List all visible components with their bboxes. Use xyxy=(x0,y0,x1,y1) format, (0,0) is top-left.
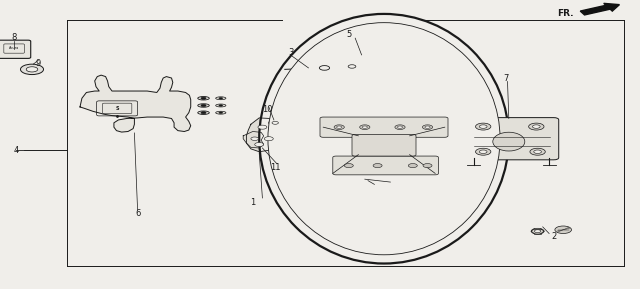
Text: 9: 9 xyxy=(36,59,41,68)
Circle shape xyxy=(201,104,206,107)
Circle shape xyxy=(258,125,267,129)
Circle shape xyxy=(344,164,353,168)
Polygon shape xyxy=(246,118,282,152)
Text: 3: 3 xyxy=(289,47,294,57)
Ellipse shape xyxy=(198,104,209,107)
Polygon shape xyxy=(80,75,191,132)
Circle shape xyxy=(219,97,223,99)
Circle shape xyxy=(360,125,370,129)
Circle shape xyxy=(255,142,264,147)
Circle shape xyxy=(529,123,544,130)
Circle shape xyxy=(479,150,487,153)
Ellipse shape xyxy=(216,97,226,100)
Circle shape xyxy=(251,137,259,140)
Text: 1: 1 xyxy=(250,198,255,207)
Circle shape xyxy=(26,67,38,72)
Circle shape xyxy=(397,126,403,128)
Ellipse shape xyxy=(275,140,285,143)
FancyBboxPatch shape xyxy=(333,156,438,175)
Text: 8: 8 xyxy=(12,33,17,42)
Circle shape xyxy=(319,66,330,70)
Circle shape xyxy=(264,137,273,141)
Circle shape xyxy=(334,125,344,129)
Text: 4: 4 xyxy=(13,146,19,155)
Circle shape xyxy=(476,148,491,155)
Circle shape xyxy=(408,164,417,168)
Circle shape xyxy=(479,125,487,128)
Ellipse shape xyxy=(198,111,209,114)
Circle shape xyxy=(422,125,433,129)
Text: 6: 6 xyxy=(135,209,140,218)
Ellipse shape xyxy=(216,111,226,114)
FancyBboxPatch shape xyxy=(465,118,559,160)
Circle shape xyxy=(272,121,278,124)
Text: 11: 11 xyxy=(270,163,280,172)
Circle shape xyxy=(201,97,206,99)
Circle shape xyxy=(532,125,540,128)
FancyArrow shape xyxy=(580,3,620,15)
Text: 2: 2 xyxy=(551,232,556,242)
Ellipse shape xyxy=(216,104,226,107)
Text: FR.: FR. xyxy=(557,8,573,18)
Ellipse shape xyxy=(493,132,525,151)
Polygon shape xyxy=(243,131,264,148)
Circle shape xyxy=(20,64,44,75)
Circle shape xyxy=(219,112,223,114)
Ellipse shape xyxy=(268,23,500,255)
Circle shape xyxy=(373,164,382,168)
Text: S: S xyxy=(115,106,119,111)
Circle shape xyxy=(201,112,206,114)
Circle shape xyxy=(423,164,432,168)
Ellipse shape xyxy=(259,14,509,264)
Text: Acura: Acura xyxy=(9,46,19,50)
Circle shape xyxy=(425,126,430,128)
Circle shape xyxy=(555,226,572,234)
FancyBboxPatch shape xyxy=(0,40,31,58)
Circle shape xyxy=(395,125,405,129)
Circle shape xyxy=(269,120,282,126)
Ellipse shape xyxy=(275,123,285,126)
FancyBboxPatch shape xyxy=(352,134,416,156)
Circle shape xyxy=(531,228,544,234)
Circle shape xyxy=(219,105,223,106)
Text: 7: 7 xyxy=(503,73,508,83)
Ellipse shape xyxy=(198,97,209,100)
Text: 10: 10 xyxy=(262,105,273,114)
Circle shape xyxy=(534,230,541,233)
Circle shape xyxy=(348,65,356,68)
Circle shape xyxy=(337,126,342,128)
Circle shape xyxy=(362,126,367,128)
Circle shape xyxy=(476,123,491,130)
Circle shape xyxy=(530,148,545,155)
Text: 5: 5 xyxy=(346,30,351,39)
Circle shape xyxy=(534,150,541,153)
FancyBboxPatch shape xyxy=(320,117,448,137)
